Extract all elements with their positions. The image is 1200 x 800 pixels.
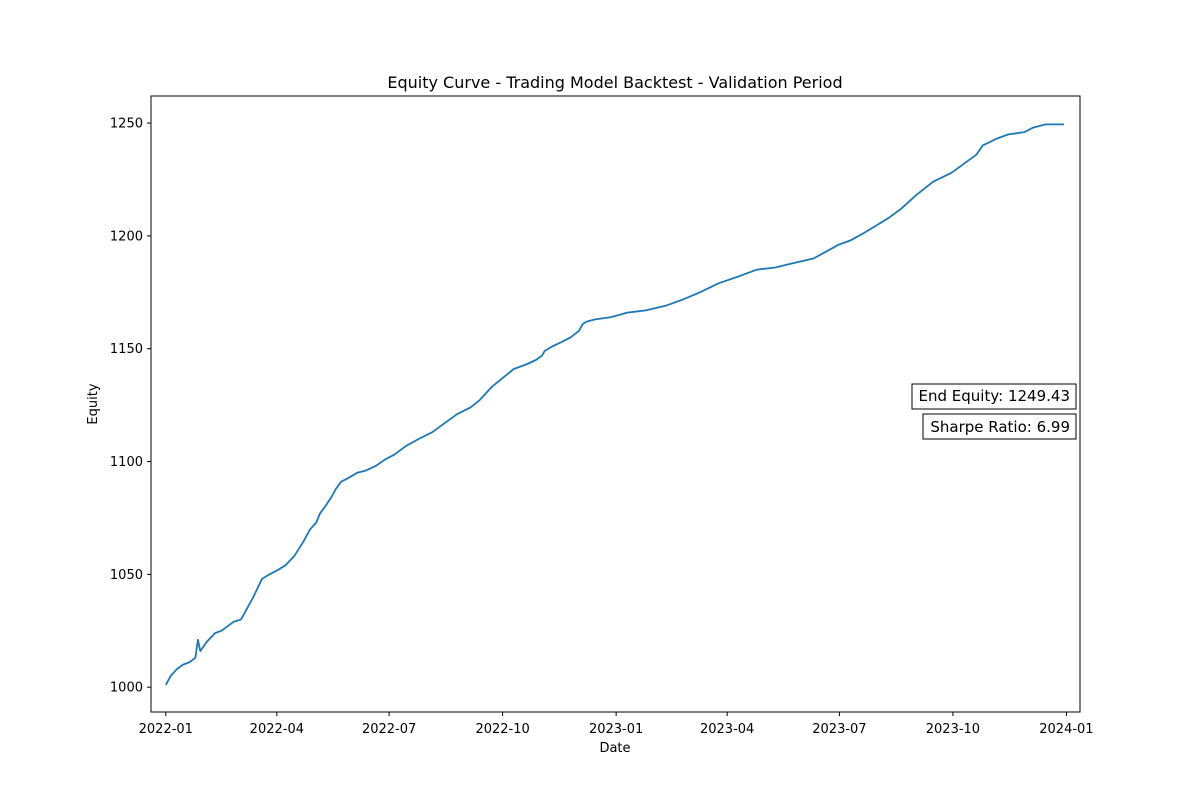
y-tick-label: 1100 xyxy=(110,455,143,470)
x-tick-label: 2022-01 xyxy=(139,722,193,737)
x-tick-label: 2024-01 xyxy=(1039,722,1093,737)
x-tick-label: 2022-04 xyxy=(250,722,304,737)
y-axis-title: Equity xyxy=(86,383,101,424)
y-tick-label: 1200 xyxy=(110,229,143,244)
y-tick-label: 1050 xyxy=(110,568,143,583)
annotation-end-equity: End Equity: 1249.43 xyxy=(911,383,1077,410)
x-tick-label: 2023-04 xyxy=(700,722,754,737)
y-tick-label: 1250 xyxy=(110,117,143,132)
x-tick-label: 2023-10 xyxy=(926,722,980,737)
y-tick-label: 1150 xyxy=(110,342,143,357)
annotation-sharpe-ratio: Sharpe Ratio: 6.99 xyxy=(922,413,1077,440)
chart-title: Equity Curve - Trading Model Backtest - … xyxy=(387,73,842,92)
x-tick-label: 2023-07 xyxy=(812,722,866,737)
x-tick-label: 2022-07 xyxy=(362,722,416,737)
x-tick-label: 2023-01 xyxy=(589,722,643,737)
x-tick-label: 2022-10 xyxy=(475,722,529,737)
annotation-end-equity-text: End Equity: 1249.43 xyxy=(919,387,1070,405)
x-axis: 2022-01 2022-04 2022-07 2022-10 2023-01 2023-… xyxy=(139,712,1094,737)
x-axis-title: Date xyxy=(599,741,630,756)
annotation-sharpe-ratio-text: Sharpe Ratio: 6.99 xyxy=(930,418,1070,436)
y-tick-label: 1000 xyxy=(110,681,143,696)
y-axis: 1000 1050 1100 1150 1200 1250 xyxy=(110,117,151,696)
series-line-equity xyxy=(165,123,1064,686)
